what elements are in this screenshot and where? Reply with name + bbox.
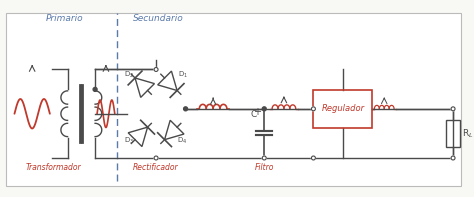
- Bar: [313, 90, 373, 127]
- Bar: [6, 13, 461, 186]
- Circle shape: [262, 156, 266, 160]
- Circle shape: [154, 68, 158, 72]
- Text: Transformador: Transformador: [26, 163, 82, 172]
- Circle shape: [154, 156, 158, 160]
- Text: Filtro: Filtro: [255, 163, 274, 172]
- Circle shape: [311, 107, 315, 111]
- Bar: [446, 120, 460, 147]
- Circle shape: [311, 156, 315, 160]
- Text: +: +: [253, 107, 261, 117]
- Circle shape: [262, 107, 266, 111]
- Circle shape: [451, 156, 455, 160]
- Text: Rectificador: Rectificador: [133, 163, 179, 172]
- Circle shape: [93, 87, 97, 91]
- Text: Secundario: Secundario: [133, 14, 183, 23]
- Circle shape: [183, 107, 188, 111]
- Text: Regulador: Regulador: [321, 104, 365, 113]
- Text: R$_L$: R$_L$: [462, 127, 474, 140]
- Text: Primario: Primario: [46, 14, 83, 23]
- Text: D$_1$: D$_1$: [178, 70, 188, 80]
- Text: C: C: [250, 110, 256, 119]
- Circle shape: [451, 107, 455, 111]
- Text: D$_3$: D$_3$: [125, 135, 135, 146]
- Text: D$_2$: D$_2$: [125, 70, 135, 80]
- Text: D$_4$: D$_4$: [177, 135, 188, 146]
